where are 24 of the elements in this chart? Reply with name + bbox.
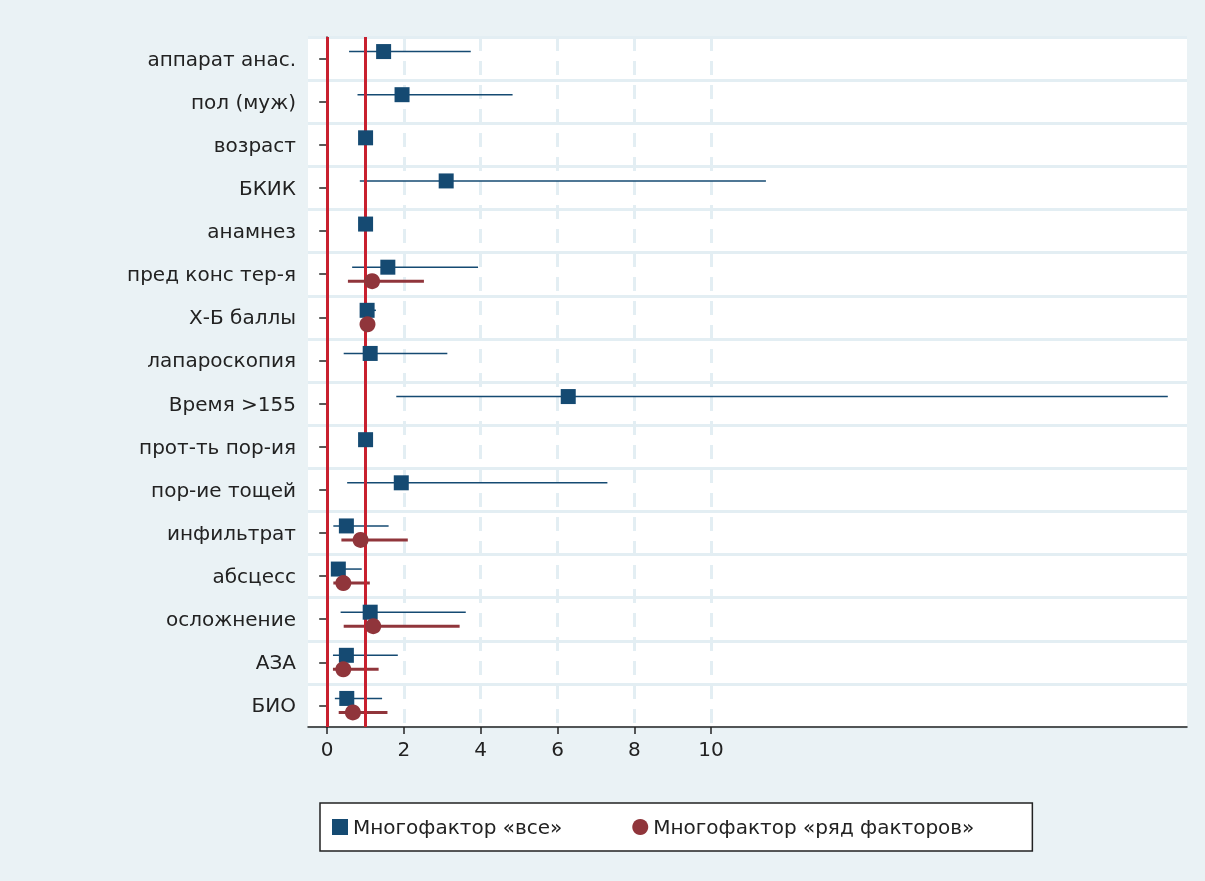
legend-label: Многофактор «все»: [353, 815, 563, 839]
y-tick-label: пол (муж): [191, 89, 296, 114]
legend-label: Многофактор «ряд факторов»: [653, 815, 975, 839]
y-tick-label: анамнез: [207, 219, 296, 244]
y-tick-label: Х-Б баллы: [189, 305, 296, 330]
x-tick-label: 6: [551, 737, 564, 761]
x-tick-label: 2: [397, 737, 411, 761]
y-tick-label: пред конс тер-я: [127, 262, 296, 287]
x-tick-label: 4: [474, 737, 488, 761]
y-tick-label: возраст: [213, 132, 297, 157]
y-tick-label: инфильтрат: [167, 520, 297, 545]
y-tick-label: пор-ие тощей: [151, 477, 296, 502]
x-tick-label: 0: [320, 737, 334, 761]
y-tick-label: БИО: [251, 693, 296, 718]
y-tick-label: осложнение: [165, 607, 296, 632]
y-tick-label: прот-ть пор-ия: [139, 434, 296, 459]
y-tick-label: АЗА: [255, 650, 297, 675]
y-tick-label: аппарат анас.: [147, 46, 296, 71]
y-tick-label: лапароскопия: [147, 348, 296, 373]
x-tick-label: 8: [627, 737, 641, 761]
y-tick-label: БКИК: [238, 175, 296, 200]
y-tick-label: Время >155: [168, 391, 296, 416]
y-tick-label: абсцесс: [212, 564, 296, 589]
x-tick-label: 10: [698, 737, 724, 761]
